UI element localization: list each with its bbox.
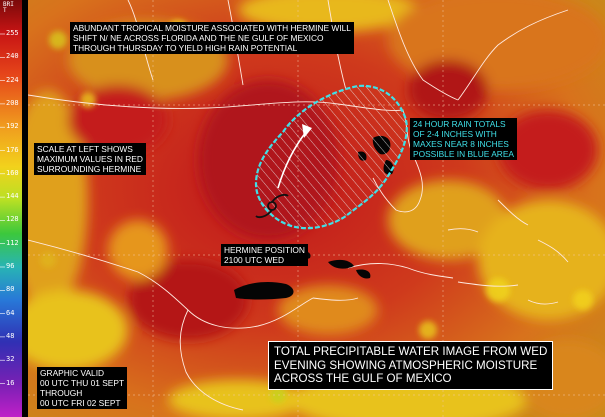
scale-annotation: SCALE AT LEFT SHOWS MAXIMUM VALUES IN RE…: [34, 143, 146, 175]
scale-tick-label: 32: [6, 355, 15, 364]
scale-tick-label: 48: [6, 331, 15, 340]
scale-tick-label: 80: [6, 285, 15, 294]
hurricane-symbol-icon: [255, 194, 289, 218]
scale-tick-label: 64: [6, 308, 15, 317]
moisture-annotation: ABUNDANT TROPICAL MOISTURE ASSOCIATED WI…: [70, 22, 354, 54]
scale-tick-label: 16: [6, 378, 15, 387]
scale-gradient: [0, 0, 22, 417]
scale-tick-label: 144: [6, 192, 19, 201]
scale-title: BRIT: [3, 1, 14, 14]
scale-tick-label: 96: [6, 262, 15, 270]
image-title: TOTAL PRECIPITABLE WATER IMAGE FROM WED …: [268, 341, 554, 390]
heavy-rain-area: [254, 84, 408, 230]
scale-tick-label: 112: [6, 238, 19, 247]
scale-tick-label: 160: [6, 168, 19, 177]
scale-tick-label: 128: [6, 215, 19, 224]
scale-tick-label: 192: [6, 122, 19, 131]
valid-time-label: GRAPHIC VALID 00 UTC THU 01 SEPT THROUGH…: [37, 367, 128, 409]
movement-arrow: [277, 124, 312, 189]
scale-tick-label: 240: [6, 52, 19, 61]
rain-totals-annotation: 24 HOUR RAIN TOTALS OF 2-4 INCHES WITH M…: [410, 118, 518, 160]
scale-tick-label: 224: [6, 75, 19, 84]
scale-tick-label: 255: [6, 29, 19, 37]
scale-tick-label: 208: [6, 98, 19, 107]
brightness-scale: BRIT 255 240 224 208 192 176 160 144 128 112 96 80 6…: [0, 0, 22, 417]
hermine-position-label: HERMINE POSITION 2100 UTC WED: [221, 244, 308, 266]
scale-tick-label: 176: [6, 145, 19, 154]
